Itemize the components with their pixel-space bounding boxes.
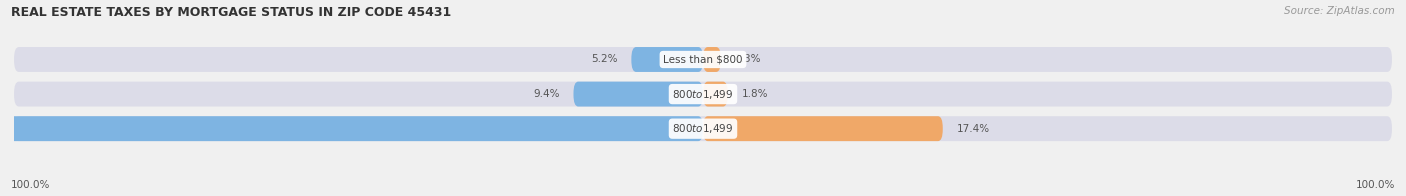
FancyBboxPatch shape: [703, 47, 721, 72]
Text: $800 to $1,499: $800 to $1,499: [672, 122, 734, 135]
Text: 1.3%: 1.3%: [735, 54, 761, 64]
Text: Source: ZipAtlas.com: Source: ZipAtlas.com: [1284, 6, 1395, 16]
Text: $800 to $1,499: $800 to $1,499: [672, 88, 734, 101]
Text: REAL ESTATE TAXES BY MORTGAGE STATUS IN ZIP CODE 45431: REAL ESTATE TAXES BY MORTGAGE STATUS IN …: [11, 6, 451, 19]
Text: 9.4%: 9.4%: [533, 89, 560, 99]
Text: 17.4%: 17.4%: [956, 124, 990, 134]
Text: 100.0%: 100.0%: [11, 180, 51, 190]
Text: Less than $800: Less than $800: [664, 54, 742, 64]
FancyBboxPatch shape: [703, 82, 728, 107]
FancyBboxPatch shape: [703, 116, 943, 141]
FancyBboxPatch shape: [574, 82, 703, 107]
Text: 1.8%: 1.8%: [741, 89, 768, 99]
Text: 100.0%: 100.0%: [1355, 180, 1395, 190]
FancyBboxPatch shape: [14, 47, 1392, 72]
FancyBboxPatch shape: [631, 47, 703, 72]
FancyBboxPatch shape: [0, 116, 703, 141]
Text: 5.2%: 5.2%: [591, 54, 617, 64]
FancyBboxPatch shape: [14, 116, 1392, 141]
FancyBboxPatch shape: [14, 82, 1392, 107]
